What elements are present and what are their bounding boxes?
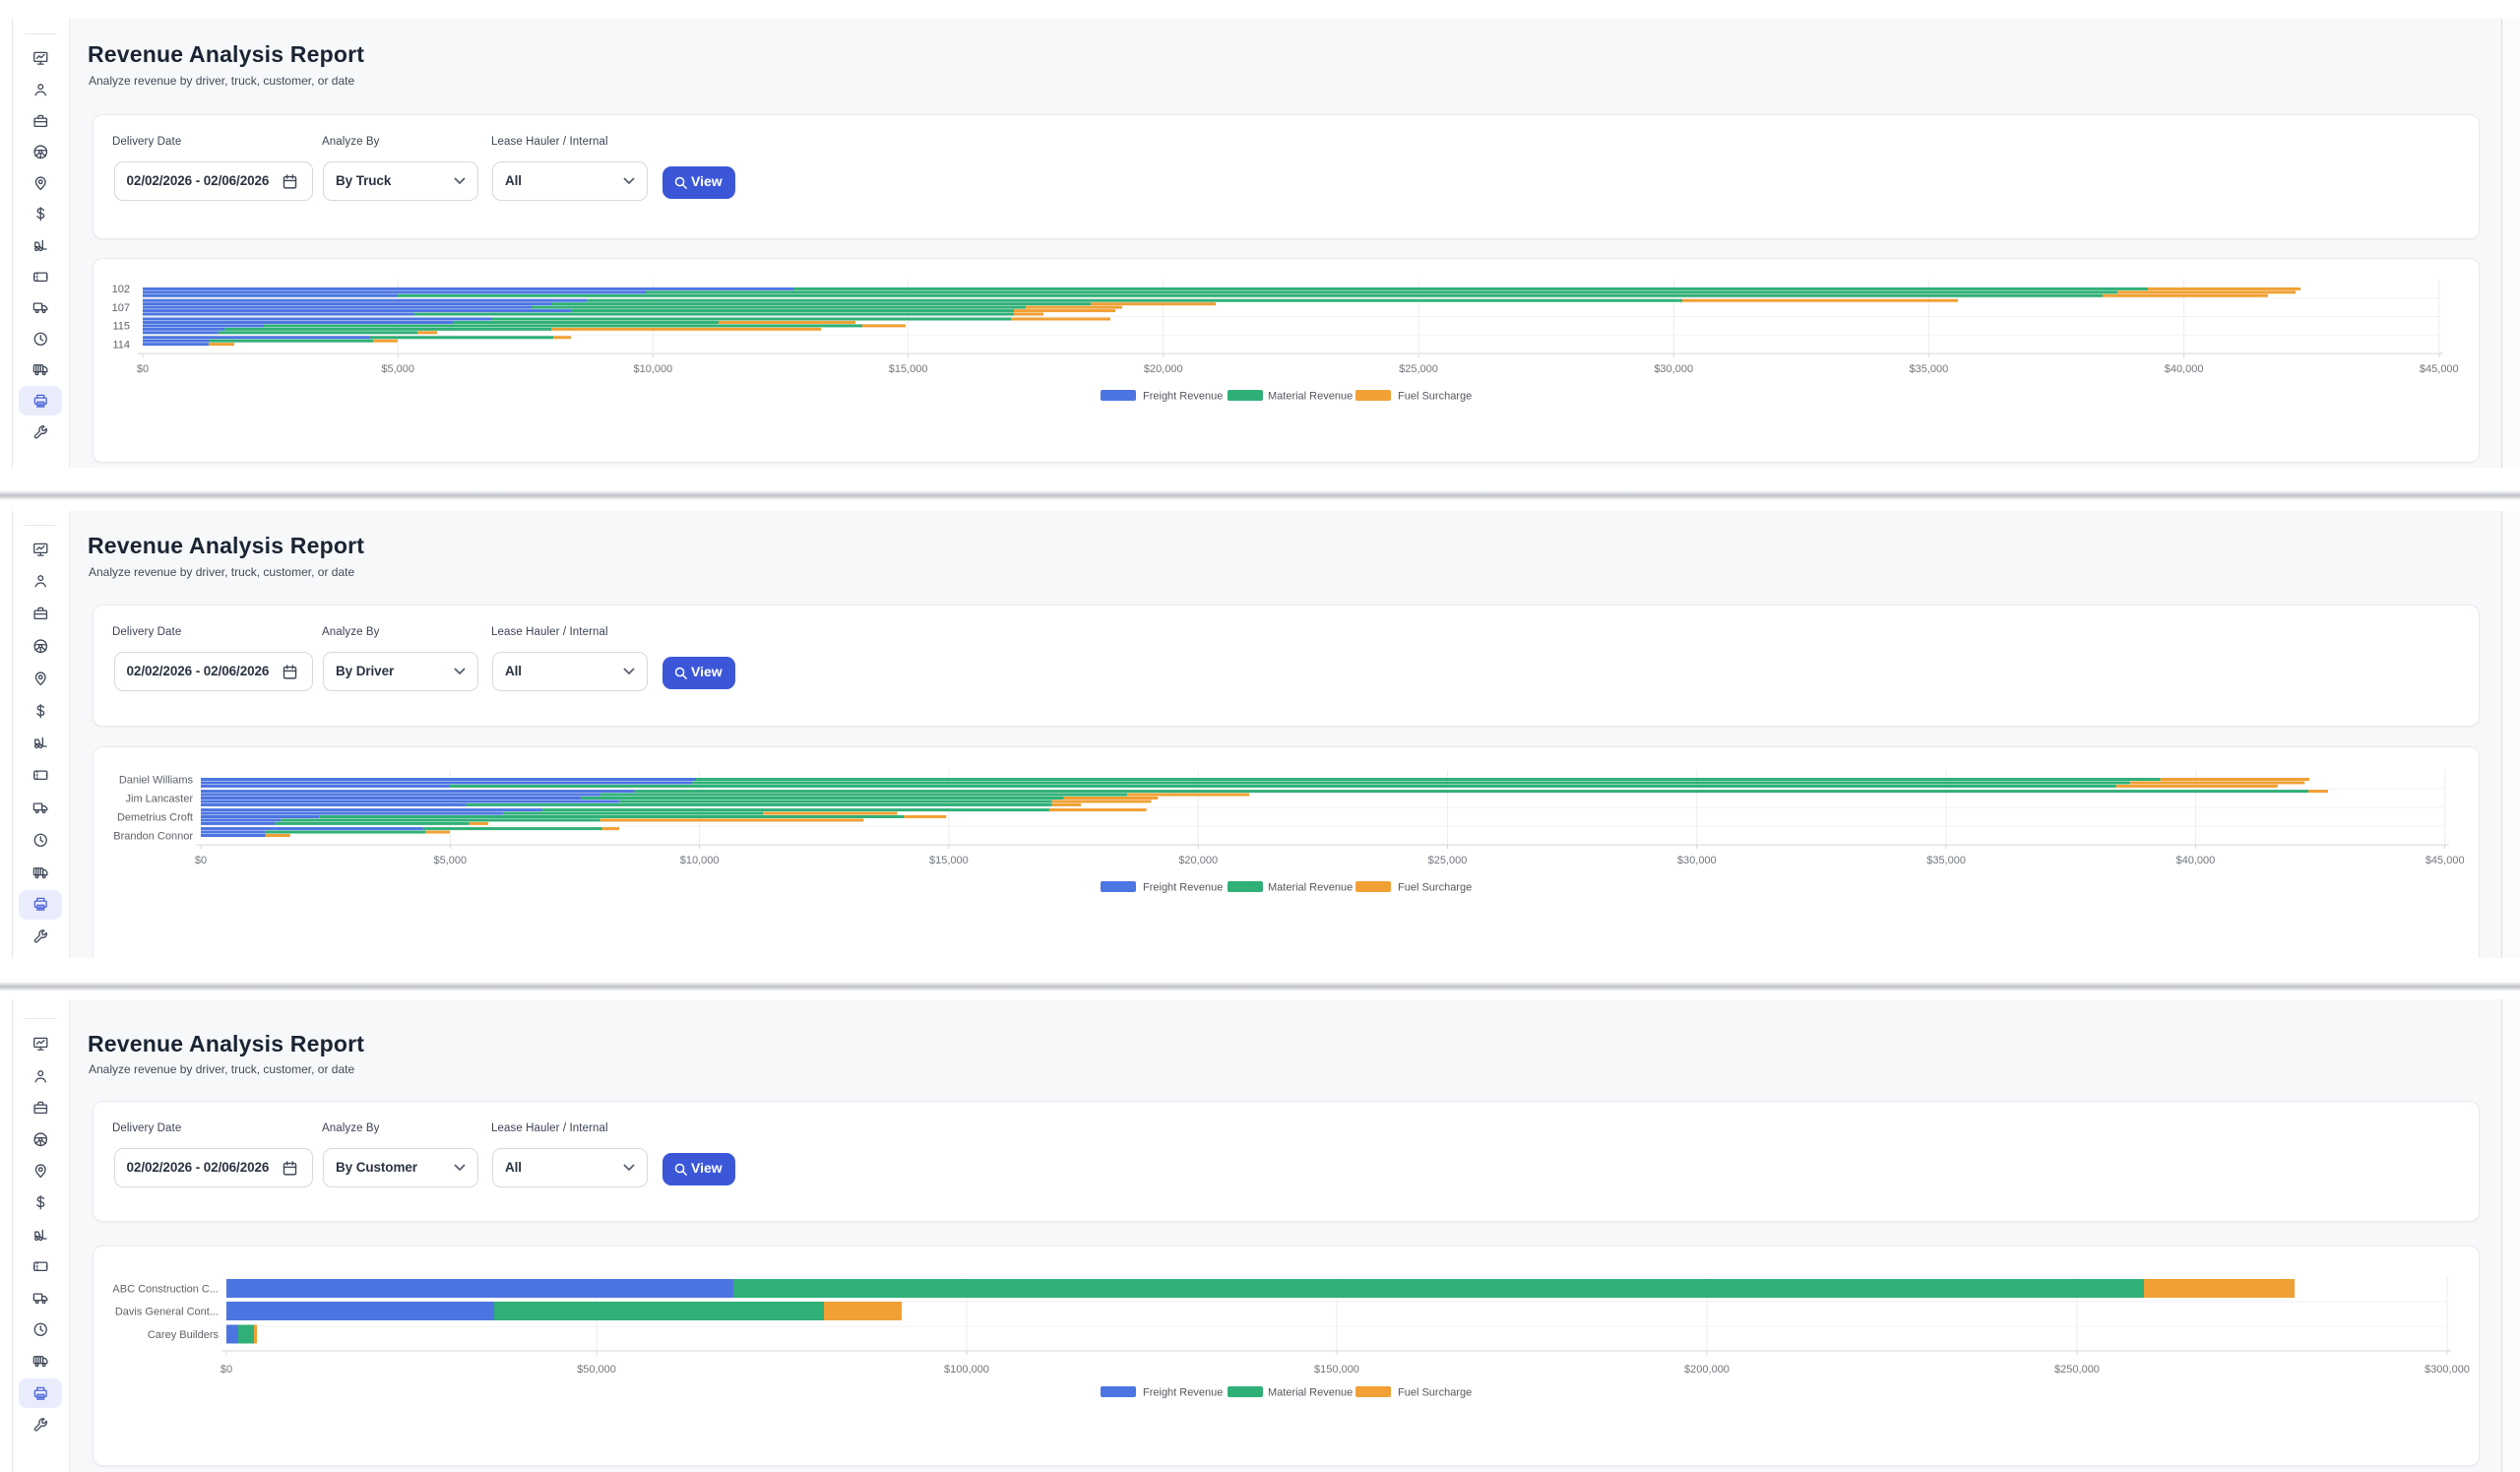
svg-text:$30,000: $30,000 <box>1677 855 1717 866</box>
svg-text:$10,000: $10,000 <box>634 363 673 375</box>
svg-text:$45,000: $45,000 <box>2426 855 2465 866</box>
svg-text:Fuel Surcharge: Fuel Surcharge <box>1398 391 1472 403</box>
svg-text:$200,000: $200,000 <box>1684 1364 1730 1376</box>
svg-text:$15,000: $15,000 <box>889 363 928 375</box>
svg-text:$150,000: $150,000 <box>1314 1364 1359 1376</box>
svg-text:$10,000: $10,000 <box>680 855 720 866</box>
svg-text:Daniel Williams: Daniel Williams <box>119 774 194 786</box>
svg-text:$0: $0 <box>195 855 207 866</box>
svg-text:$25,000: $25,000 <box>1399 363 1438 375</box>
svg-text:$50,000: $50,000 <box>577 1364 616 1376</box>
svg-text:$0: $0 <box>137 363 149 375</box>
svg-text:114: 114 <box>112 339 130 351</box>
svg-text:Freight Revenue: Freight Revenue <box>1143 391 1223 403</box>
svg-text:$5,000: $5,000 <box>433 855 467 866</box>
svg-text:Davis General Cont...: Davis General Cont... <box>115 1306 219 1317</box>
svg-text:$20,000: $20,000 <box>1144 363 1183 375</box>
svg-text:Material Revenue: Material Revenue <box>1268 1387 1353 1399</box>
svg-text:115: 115 <box>112 321 130 333</box>
svg-text:Fuel Surcharge: Fuel Surcharge <box>1398 882 1472 894</box>
svg-text:$20,000: $20,000 <box>1178 855 1218 866</box>
svg-text:$40,000: $40,000 <box>2165 363 2204 375</box>
svg-text:$15,000: $15,000 <box>929 855 969 866</box>
svg-text:$250,000: $250,000 <box>2054 1364 2100 1376</box>
svg-text:$25,000: $25,000 <box>1428 855 1468 866</box>
svg-text:$45,000: $45,000 <box>2420 363 2459 375</box>
svg-text:$100,000: $100,000 <box>944 1364 989 1376</box>
svg-text:Brandon Connor: Brandon Connor <box>113 830 193 842</box>
svg-text:Material Revenue: Material Revenue <box>1268 882 1353 894</box>
svg-text:Demetrius Croft: Demetrius Croft <box>117 811 193 823</box>
svg-text:Material Revenue: Material Revenue <box>1268 391 1353 403</box>
svg-text:$35,000: $35,000 <box>1910 363 1949 375</box>
svg-text:$0: $0 <box>220 1364 232 1376</box>
svg-text:102: 102 <box>112 284 130 295</box>
svg-text:$5,000: $5,000 <box>381 363 414 375</box>
svg-text:$30,000: $30,000 <box>1654 363 1693 375</box>
svg-text:Freight Revenue: Freight Revenue <box>1143 882 1223 894</box>
svg-text:$35,000: $35,000 <box>1926 855 1966 866</box>
svg-text:Jim Lancaster: Jim Lancaster <box>126 793 194 804</box>
svg-text:107: 107 <box>112 302 130 314</box>
svg-text:ABC Construction C...: ABC Construction C... <box>112 1283 219 1295</box>
svg-text:Carey Builders: Carey Builders <box>148 1329 220 1341</box>
svg-text:Freight Revenue: Freight Revenue <box>1143 1387 1223 1399</box>
svg-text:$300,000: $300,000 <box>2425 1364 2470 1376</box>
svg-text:Fuel Surcharge: Fuel Surcharge <box>1398 1387 1472 1399</box>
svg-text:$40,000: $40,000 <box>2176 855 2216 866</box>
